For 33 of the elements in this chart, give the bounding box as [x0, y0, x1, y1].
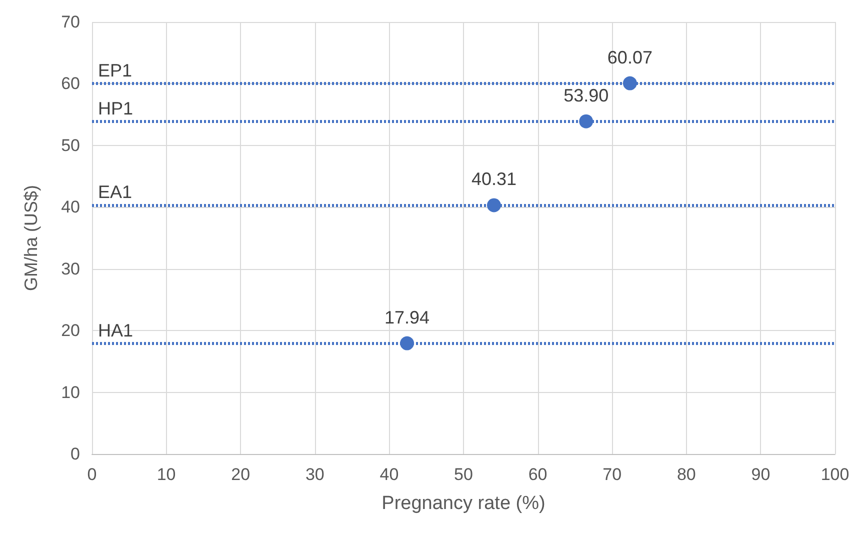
ref-line-label: EA1 — [98, 182, 132, 202]
data-label: 17.94 — [384, 307, 430, 328]
x-tick-label: 60 — [528, 465, 548, 484]
x-tick-label: 80 — [676, 465, 696, 484]
x-tick-label: 100 — [820, 465, 850, 484]
data-label: 53.90 — [564, 85, 609, 106]
y-tick-label: 20 — [61, 321, 80, 340]
x-tick-label: 40 — [380, 465, 399, 484]
y-tick-label: 30 — [61, 259, 80, 278]
ref-line-label: HA1 — [98, 320, 134, 340]
y-tick-label: 40 — [61, 198, 80, 217]
y-tick-label: 10 — [61, 382, 80, 402]
point — [400, 336, 414, 350]
point — [579, 114, 594, 128]
point — [486, 198, 501, 212]
y-tick-label: 0 — [70, 444, 80, 464]
ref-line-label: EP1 — [98, 60, 132, 80]
y-axis-title: GM/ha (US$) — [21, 184, 41, 292]
point — [622, 76, 637, 90]
data-label: 40.31 — [471, 169, 516, 190]
x-tick-label: 90 — [751, 465, 770, 484]
y-tick-label: 60 — [61, 74, 80, 94]
y-tick-label: 70 — [61, 12, 80, 32]
y-tick-label: 50 — [61, 136, 80, 155]
x-axis-title: Pregnancy rate (%) — [382, 493, 546, 514]
data-label: 60.07 — [607, 47, 652, 68]
x-tick-label: 0 — [87, 465, 97, 484]
x-tick-label: 50 — [454, 465, 473, 484]
x-tick-label: 10 — [156, 465, 176, 484]
x-tick-label: 20 — [231, 465, 250, 484]
ref-line-label: HP1 — [98, 98, 134, 118]
x-tick-label: 70 — [602, 465, 622, 484]
x-tick-label: 30 — [305, 465, 324, 484]
